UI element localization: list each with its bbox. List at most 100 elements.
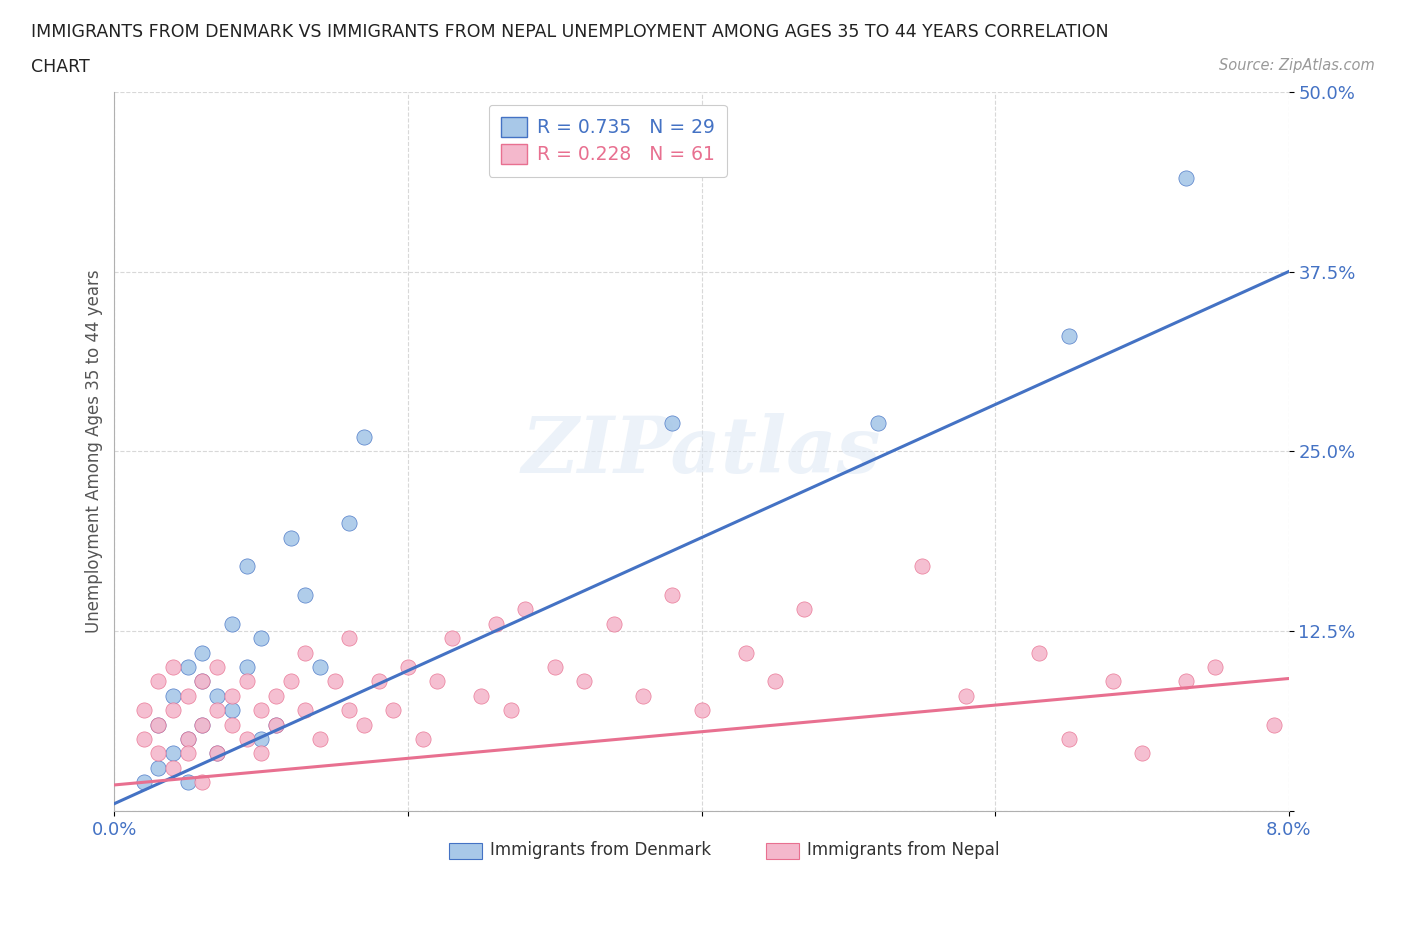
Point	[485, 617, 508, 631]
Text: CHART: CHART	[31, 58, 90, 75]
Point	[294, 645, 316, 660]
Point	[221, 688, 243, 703]
Legend: R = 0.735   N = 29, R = 0.228   N = 61: R = 0.735 N = 29, R = 0.228 N = 61	[489, 105, 727, 177]
Point	[177, 688, 200, 703]
Point	[162, 688, 184, 703]
Point	[412, 732, 434, 747]
Point	[353, 717, 375, 732]
Point	[162, 746, 184, 761]
Point	[866, 415, 889, 430]
Point	[631, 688, 654, 703]
Point	[572, 674, 595, 689]
Point	[1263, 717, 1285, 732]
Point	[177, 746, 200, 761]
Point	[1101, 674, 1123, 689]
Point	[162, 703, 184, 718]
Point	[280, 674, 302, 689]
Point	[309, 659, 332, 674]
Point	[235, 674, 257, 689]
Point	[148, 674, 170, 689]
Point	[221, 617, 243, 631]
Point	[382, 703, 405, 718]
Point	[337, 516, 360, 531]
Point	[734, 645, 756, 660]
Point	[148, 746, 170, 761]
Point	[162, 659, 184, 674]
Point	[396, 659, 419, 674]
Point	[264, 688, 287, 703]
Point	[250, 703, 273, 718]
Point	[337, 631, 360, 645]
Point	[499, 703, 522, 718]
FancyBboxPatch shape	[449, 844, 482, 859]
Point	[1057, 732, 1080, 747]
Text: IMMIGRANTS FROM DENMARK VS IMMIGRANTS FROM NEPAL UNEMPLOYMENT AMONG AGES 35 TO 4: IMMIGRANTS FROM DENMARK VS IMMIGRANTS FR…	[31, 23, 1108, 41]
Point	[1130, 746, 1153, 761]
Point	[132, 775, 155, 790]
Point	[132, 703, 155, 718]
Point	[205, 688, 228, 703]
Point	[602, 617, 624, 631]
Point	[221, 717, 243, 732]
Point	[280, 530, 302, 545]
Point	[264, 717, 287, 732]
Point	[661, 588, 683, 603]
Point	[690, 703, 713, 718]
Point	[177, 732, 200, 747]
Point	[763, 674, 786, 689]
Point	[367, 674, 389, 689]
Point	[1028, 645, 1050, 660]
Point	[235, 732, 257, 747]
Point	[911, 559, 934, 574]
Point	[191, 717, 214, 732]
Point	[515, 602, 537, 617]
Point	[1175, 674, 1198, 689]
Point	[250, 631, 273, 645]
Point	[323, 674, 346, 689]
FancyBboxPatch shape	[766, 844, 799, 859]
Point	[264, 717, 287, 732]
Text: Immigrants from Denmark: Immigrants from Denmark	[491, 842, 711, 859]
Text: Source: ZipAtlas.com: Source: ZipAtlas.com	[1219, 58, 1375, 73]
Point	[205, 746, 228, 761]
Point	[162, 760, 184, 775]
Point	[793, 602, 815, 617]
Point	[235, 659, 257, 674]
Point	[177, 732, 200, 747]
Point	[205, 703, 228, 718]
Point	[353, 430, 375, 445]
Point	[205, 659, 228, 674]
Point	[955, 688, 977, 703]
Point	[191, 645, 214, 660]
Point	[337, 703, 360, 718]
Point	[1057, 329, 1080, 344]
Point	[191, 775, 214, 790]
Point	[205, 746, 228, 761]
Point	[661, 415, 683, 430]
Point	[191, 674, 214, 689]
Point	[250, 746, 273, 761]
Point	[470, 688, 492, 703]
Point	[294, 588, 316, 603]
Point	[1175, 170, 1198, 185]
Point	[544, 659, 567, 674]
Point	[148, 717, 170, 732]
Point	[177, 659, 200, 674]
Text: Immigrants from Nepal: Immigrants from Nepal	[807, 842, 1000, 859]
Point	[441, 631, 464, 645]
Point	[426, 674, 449, 689]
Point	[191, 674, 214, 689]
Point	[132, 732, 155, 747]
Y-axis label: Unemployment Among Ages 35 to 44 years: Unemployment Among Ages 35 to 44 years	[86, 270, 103, 633]
Point	[250, 732, 273, 747]
Point	[177, 775, 200, 790]
Point	[148, 760, 170, 775]
Point	[191, 717, 214, 732]
Point	[1204, 659, 1226, 674]
Point	[221, 703, 243, 718]
Text: ZIPatlas: ZIPatlas	[522, 413, 882, 489]
Point	[148, 717, 170, 732]
Point	[294, 703, 316, 718]
Point	[309, 732, 332, 747]
Point	[235, 559, 257, 574]
